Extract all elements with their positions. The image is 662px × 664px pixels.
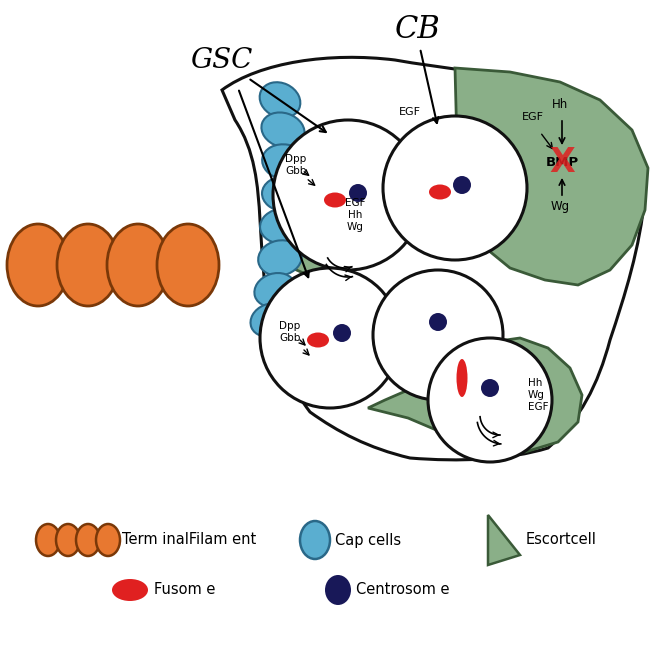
Circle shape [273,120,423,270]
Circle shape [333,324,351,342]
Text: Term inalFilam ent: Term inalFilam ent [122,533,256,548]
Ellipse shape [250,303,289,337]
Ellipse shape [457,359,467,397]
Circle shape [373,270,503,400]
Ellipse shape [429,185,451,199]
Ellipse shape [262,177,308,212]
Text: EGF
Hh
Wg: EGF Hh Wg [345,199,365,232]
Ellipse shape [107,224,169,306]
Text: Wg: Wg [550,200,569,213]
Circle shape [481,379,499,397]
Ellipse shape [262,144,308,180]
Ellipse shape [112,579,148,601]
Ellipse shape [76,524,100,556]
Ellipse shape [7,224,69,306]
Circle shape [260,268,400,408]
Text: Dpp
Gbb: Dpp Gbb [279,321,301,343]
Ellipse shape [261,112,305,147]
Circle shape [453,176,471,194]
Ellipse shape [57,224,119,306]
Ellipse shape [36,524,60,556]
Ellipse shape [157,224,219,306]
Ellipse shape [300,521,330,559]
Text: CB: CB [395,14,441,45]
Polygon shape [455,68,648,285]
Text: Centrosom e: Centrosom e [356,582,449,598]
Text: GSC: GSC [191,47,253,74]
Ellipse shape [96,524,120,556]
Text: EGF: EGF [522,112,544,122]
Text: Hh
Wg
EGF: Hh Wg EGF [528,378,549,412]
Circle shape [429,313,447,331]
Text: Cap cells: Cap cells [335,533,401,548]
Ellipse shape [325,575,351,605]
Ellipse shape [324,193,346,207]
Circle shape [428,338,552,462]
Text: Dpp
Gbb: Dpp Gbb [285,154,307,176]
Text: Fusom e: Fusom e [154,582,215,598]
Ellipse shape [260,82,301,118]
Ellipse shape [56,524,80,556]
Polygon shape [368,338,582,452]
Text: X: X [549,145,575,179]
Ellipse shape [258,240,302,276]
Text: Hh: Hh [552,98,568,111]
Text: EGF: EGF [399,107,421,117]
Ellipse shape [307,333,329,347]
Circle shape [383,116,527,260]
Text: Escortcell: Escortcell [526,533,597,548]
Polygon shape [272,178,372,275]
Circle shape [349,184,367,202]
Text: BMP: BMP [545,155,579,169]
Ellipse shape [254,273,296,307]
Ellipse shape [260,208,306,244]
PathPatch shape [222,57,645,460]
Polygon shape [488,515,520,565]
